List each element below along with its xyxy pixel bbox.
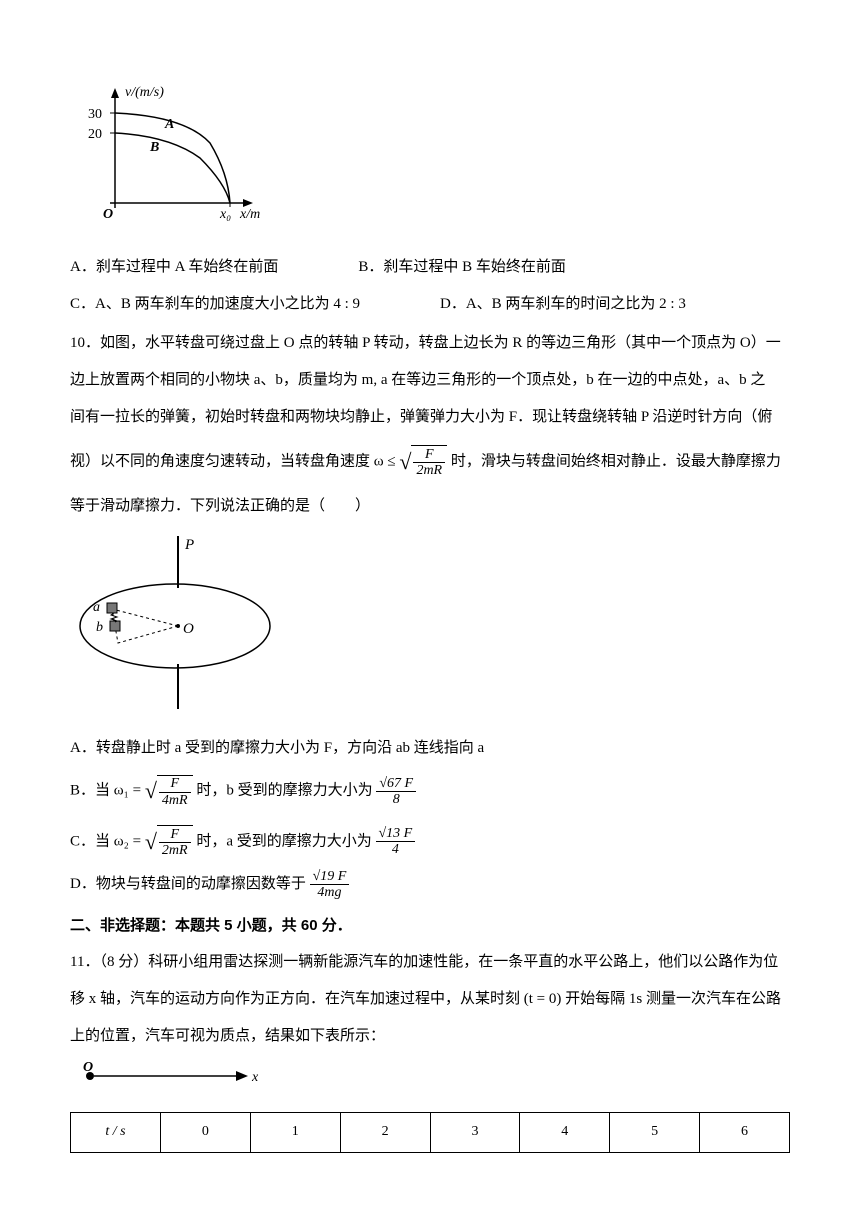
q10-b-frac: √67 F8 xyxy=(376,776,416,808)
table-cell: 1 xyxy=(250,1113,340,1153)
q10-number: 10． xyxy=(70,335,100,351)
q9-option-d: D．A、B 两车刹车的时间之比为 2 : 3 xyxy=(440,288,686,321)
svg-text:O: O xyxy=(83,1061,93,1075)
q10-line3: 间有一拉长的弹簧，初始时转盘和两物块均静止，弹簧弹力大小为 F．现让转盘绕转轴 … xyxy=(70,401,790,434)
sqrt-expr-2: √F4mR xyxy=(145,767,193,815)
x-axis-diagram: O x xyxy=(70,1061,270,1091)
q10-text4a: 视）以不同的角速度匀速转动，当转盘角速度 ω ≤ xyxy=(70,454,399,470)
table-cell: 4 xyxy=(520,1113,610,1153)
table-row: t / s 0 1 2 3 4 5 6 xyxy=(71,1113,790,1153)
q11-text1: （8 分）科研小组用雷达探测一辆新能源汽车的加速性能，在一条平直的水平公路上，他… xyxy=(99,954,778,970)
q9-options-row1: A．刹车过程中 A 车始终在前面 B．刹车过程中 B 车始终在前面 xyxy=(70,249,790,286)
svg-text:O: O xyxy=(183,621,194,637)
svg-text:x: x xyxy=(251,1070,259,1085)
svg-text:P: P xyxy=(184,537,194,553)
q9-option-a: A．刹车过程中 A 车始终在前面 xyxy=(70,251,278,284)
sqrt-expr-3: √F2mR xyxy=(145,818,193,866)
q11-line2: 移 x 轴，汽车的运动方向作为正方向．在汽车加速过程中，从某时刻 (t = 0)… xyxy=(70,983,790,1016)
svg-text:x₀: x₀ xyxy=(219,207,231,222)
q11-number: 11． xyxy=(70,954,99,970)
table-cell: 2 xyxy=(340,1113,430,1153)
table-head-cell: t / s xyxy=(71,1113,161,1153)
svg-text:x/m: x/m xyxy=(239,207,260,222)
q9-options-row2: C．A、B 两车刹车的加速度大小之比为 4 : 9 D．A、B 两车刹车的时间之… xyxy=(70,286,790,323)
svg-text:b: b xyxy=(96,620,103,635)
q10-option-c: C．当 ω₂ = √F2mR 时，a 受到的摩擦力大小为 √13 F4 xyxy=(70,818,790,866)
turntable-diagram: P O a b xyxy=(70,531,280,711)
svg-text:v/(m/s): v/(m/s) xyxy=(125,85,164,100)
svg-text:B: B xyxy=(149,140,159,155)
q11-axis: O x xyxy=(70,1061,790,1104)
q9-option-b: B．刹车过程中 B 车始终在前面 xyxy=(358,251,566,284)
q10-option-b: B．当 ω₁ = √F4mR 时，b 受到的摩擦力大小为 √67 F8 xyxy=(70,767,790,815)
q10-c-mid: 时，a 受到的摩擦力大小为 xyxy=(196,833,375,849)
q10-c-frac: √13 F4 xyxy=(376,826,416,858)
q10-c-pre: C．当 ω₂ = xyxy=(70,833,145,849)
table-cell: 3 xyxy=(430,1113,520,1153)
svg-text:A: A xyxy=(164,117,174,132)
q10-line1: 10．如图，水平转盘可绕过盘上 O 点的转轴 P 转动，转盘上边长为 R 的等边… xyxy=(70,327,790,360)
q10-line5: 等于滑动摩擦力．下列说法正确的是（ ） xyxy=(70,490,790,523)
q10-text1: 如图，水平转盘可绕过盘上 O 点的转轴 P 转动，转盘上边长为 R 的等边三角形… xyxy=(100,335,781,351)
vx-graph: 30 20 A B v/(m/s) x/m x₀ O xyxy=(70,78,260,228)
svg-text:30: 30 xyxy=(88,107,102,122)
q9-figure: 30 20 A B v/(m/s) x/m x₀ O xyxy=(70,78,790,241)
q11-line1: 11．（8 分）科研小组用雷达探测一辆新能源汽车的加速性能，在一条平直的水平公路… xyxy=(70,946,790,979)
q10-line4: 视）以不同的角速度匀速转动，当转盘角速度 ω ≤ √F2mR 时，滑块与转盘间始… xyxy=(70,438,790,486)
svg-text:20: 20 xyxy=(88,127,102,142)
q10-figure: P O a b xyxy=(70,531,790,724)
svg-text:O: O xyxy=(103,207,113,222)
table-cell: 6 xyxy=(700,1113,790,1153)
q10-option-d: D．物块与转盘间的动摩擦因数等于 √19 F4mg xyxy=(70,868,790,901)
q10-b-pre: B．当 ω₁ = xyxy=(70,783,145,799)
q11-table: t / s 0 1 2 3 4 5 6 xyxy=(70,1112,790,1153)
section-2-heading: 二、非选择题：本题共 5 小题，共 60 分． xyxy=(70,909,790,942)
q11-line3: 上的位置，汽车可视为质点，结果如下表所示： xyxy=(70,1020,790,1053)
sqrt-expr-1: √F2mR xyxy=(399,438,447,486)
q10-d-pre: D．物块与转盘间的动摩擦因数等于 xyxy=(70,876,310,892)
svg-text:a: a xyxy=(93,600,100,615)
table-cell: 5 xyxy=(610,1113,700,1153)
q10-option-a: A．转盘静止时 a 受到的摩擦力大小为 F，方向沿 ab 连线指向 a xyxy=(70,732,790,765)
q10-b-mid: 时，b 受到的摩擦力大小为 xyxy=(196,783,376,799)
q10-line2: 边上放置两个相同的小物块 a、b，质量均为 m, a 在等边三角形的一个顶点处，… xyxy=(70,364,790,397)
q10-d-frac: √19 F4mg xyxy=(310,869,350,901)
table-cell: 0 xyxy=(161,1113,251,1153)
q10-text4b: 时，滑块与转盘间始终相对静止．设最大静摩擦力 xyxy=(451,454,781,470)
q9-option-c: C．A、B 两车刹车的加速度大小之比为 4 : 9 xyxy=(70,288,360,321)
